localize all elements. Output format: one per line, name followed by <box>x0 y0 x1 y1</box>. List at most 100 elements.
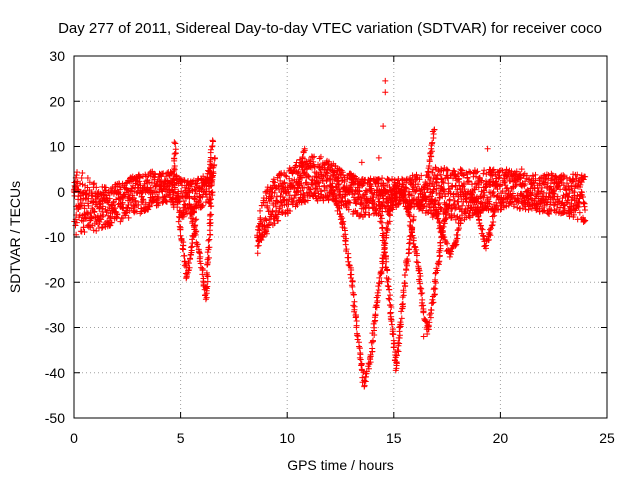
data-point <box>376 274 383 281</box>
data-point <box>573 182 580 189</box>
data-point <box>209 143 216 150</box>
data-point <box>146 203 153 210</box>
data-point <box>303 179 310 186</box>
data-point <box>464 175 471 182</box>
data-point <box>180 198 187 205</box>
data-point <box>455 225 462 232</box>
data-point <box>402 272 409 279</box>
data-point <box>559 195 566 202</box>
data-point <box>204 249 211 256</box>
data-point <box>189 218 196 225</box>
data-point <box>402 184 409 191</box>
data-point <box>177 226 184 233</box>
data-point <box>423 318 430 325</box>
data-point <box>106 195 113 202</box>
data-point <box>451 200 458 207</box>
data-point <box>413 258 420 265</box>
data-point <box>372 206 379 213</box>
data-point <box>416 176 423 183</box>
x-axis-label: GPS time / hours <box>287 457 394 473</box>
data-point <box>355 193 362 200</box>
data-point <box>389 331 396 338</box>
data-point <box>447 190 454 197</box>
data-point <box>466 168 473 175</box>
data-point <box>258 202 265 209</box>
data-point <box>486 201 493 208</box>
data-point <box>290 182 297 189</box>
data-point <box>497 181 504 188</box>
data-point <box>384 226 391 233</box>
data-point <box>429 198 436 205</box>
data-point <box>459 202 466 209</box>
data-point <box>387 310 394 317</box>
data-point <box>140 197 147 204</box>
data-point <box>491 212 498 219</box>
data-point <box>406 222 413 229</box>
data-point <box>554 193 561 200</box>
data-point <box>370 327 377 334</box>
data-point <box>408 229 415 236</box>
data-point <box>565 183 572 190</box>
data-point <box>428 306 435 313</box>
data-point <box>135 201 142 208</box>
y-tick-label: -50 <box>45 410 65 426</box>
data-point <box>138 208 145 215</box>
data-point <box>538 188 545 195</box>
data-point <box>206 177 213 184</box>
chart-title: Day 277 of 2011, Sidereal Day-to-day VTE… <box>58 20 602 37</box>
data-point <box>575 178 582 185</box>
data-point <box>301 198 308 205</box>
data-point <box>181 252 188 259</box>
data-point <box>378 219 385 226</box>
data-point <box>563 187 570 194</box>
data-point <box>531 185 538 192</box>
data-point <box>91 208 98 215</box>
data-point-outlier <box>375 154 382 161</box>
data-point <box>570 211 577 218</box>
data-point <box>278 171 285 178</box>
data-point <box>312 189 319 196</box>
data-point <box>204 278 211 285</box>
data-point <box>351 308 358 315</box>
data-point <box>480 207 487 214</box>
data-point <box>430 131 437 138</box>
data-point <box>188 244 195 251</box>
x-tick-label: 20 <box>493 430 509 446</box>
data-point <box>551 201 558 208</box>
data-point <box>208 202 215 209</box>
data-point <box>405 208 412 215</box>
data-point <box>441 234 448 241</box>
data-point <box>490 219 497 226</box>
data-point <box>430 204 437 211</box>
data-point <box>403 197 410 204</box>
data-point <box>81 228 88 235</box>
data-point <box>387 292 394 299</box>
data-point <box>398 315 405 322</box>
data-point <box>161 194 168 201</box>
data-point <box>82 214 89 221</box>
data-point <box>169 188 176 195</box>
data-point <box>425 322 432 329</box>
data-point <box>451 197 458 204</box>
data-point <box>580 216 587 223</box>
data-point <box>286 207 293 214</box>
data-point <box>194 241 201 248</box>
data-point <box>368 187 375 194</box>
data-point <box>305 156 312 163</box>
data-point <box>207 196 214 203</box>
data-point <box>325 158 332 165</box>
data-point <box>409 232 416 239</box>
data-point <box>444 203 451 210</box>
data-point <box>167 191 174 198</box>
data-point <box>488 222 495 229</box>
data-point <box>495 175 502 182</box>
data-point <box>417 285 424 292</box>
data-point <box>452 238 459 245</box>
data-point <box>426 156 433 163</box>
data-point <box>187 256 194 263</box>
data-point <box>410 240 417 247</box>
data-point <box>329 184 336 191</box>
data-point <box>460 180 467 187</box>
data-point <box>375 286 382 293</box>
data-point <box>406 246 413 253</box>
